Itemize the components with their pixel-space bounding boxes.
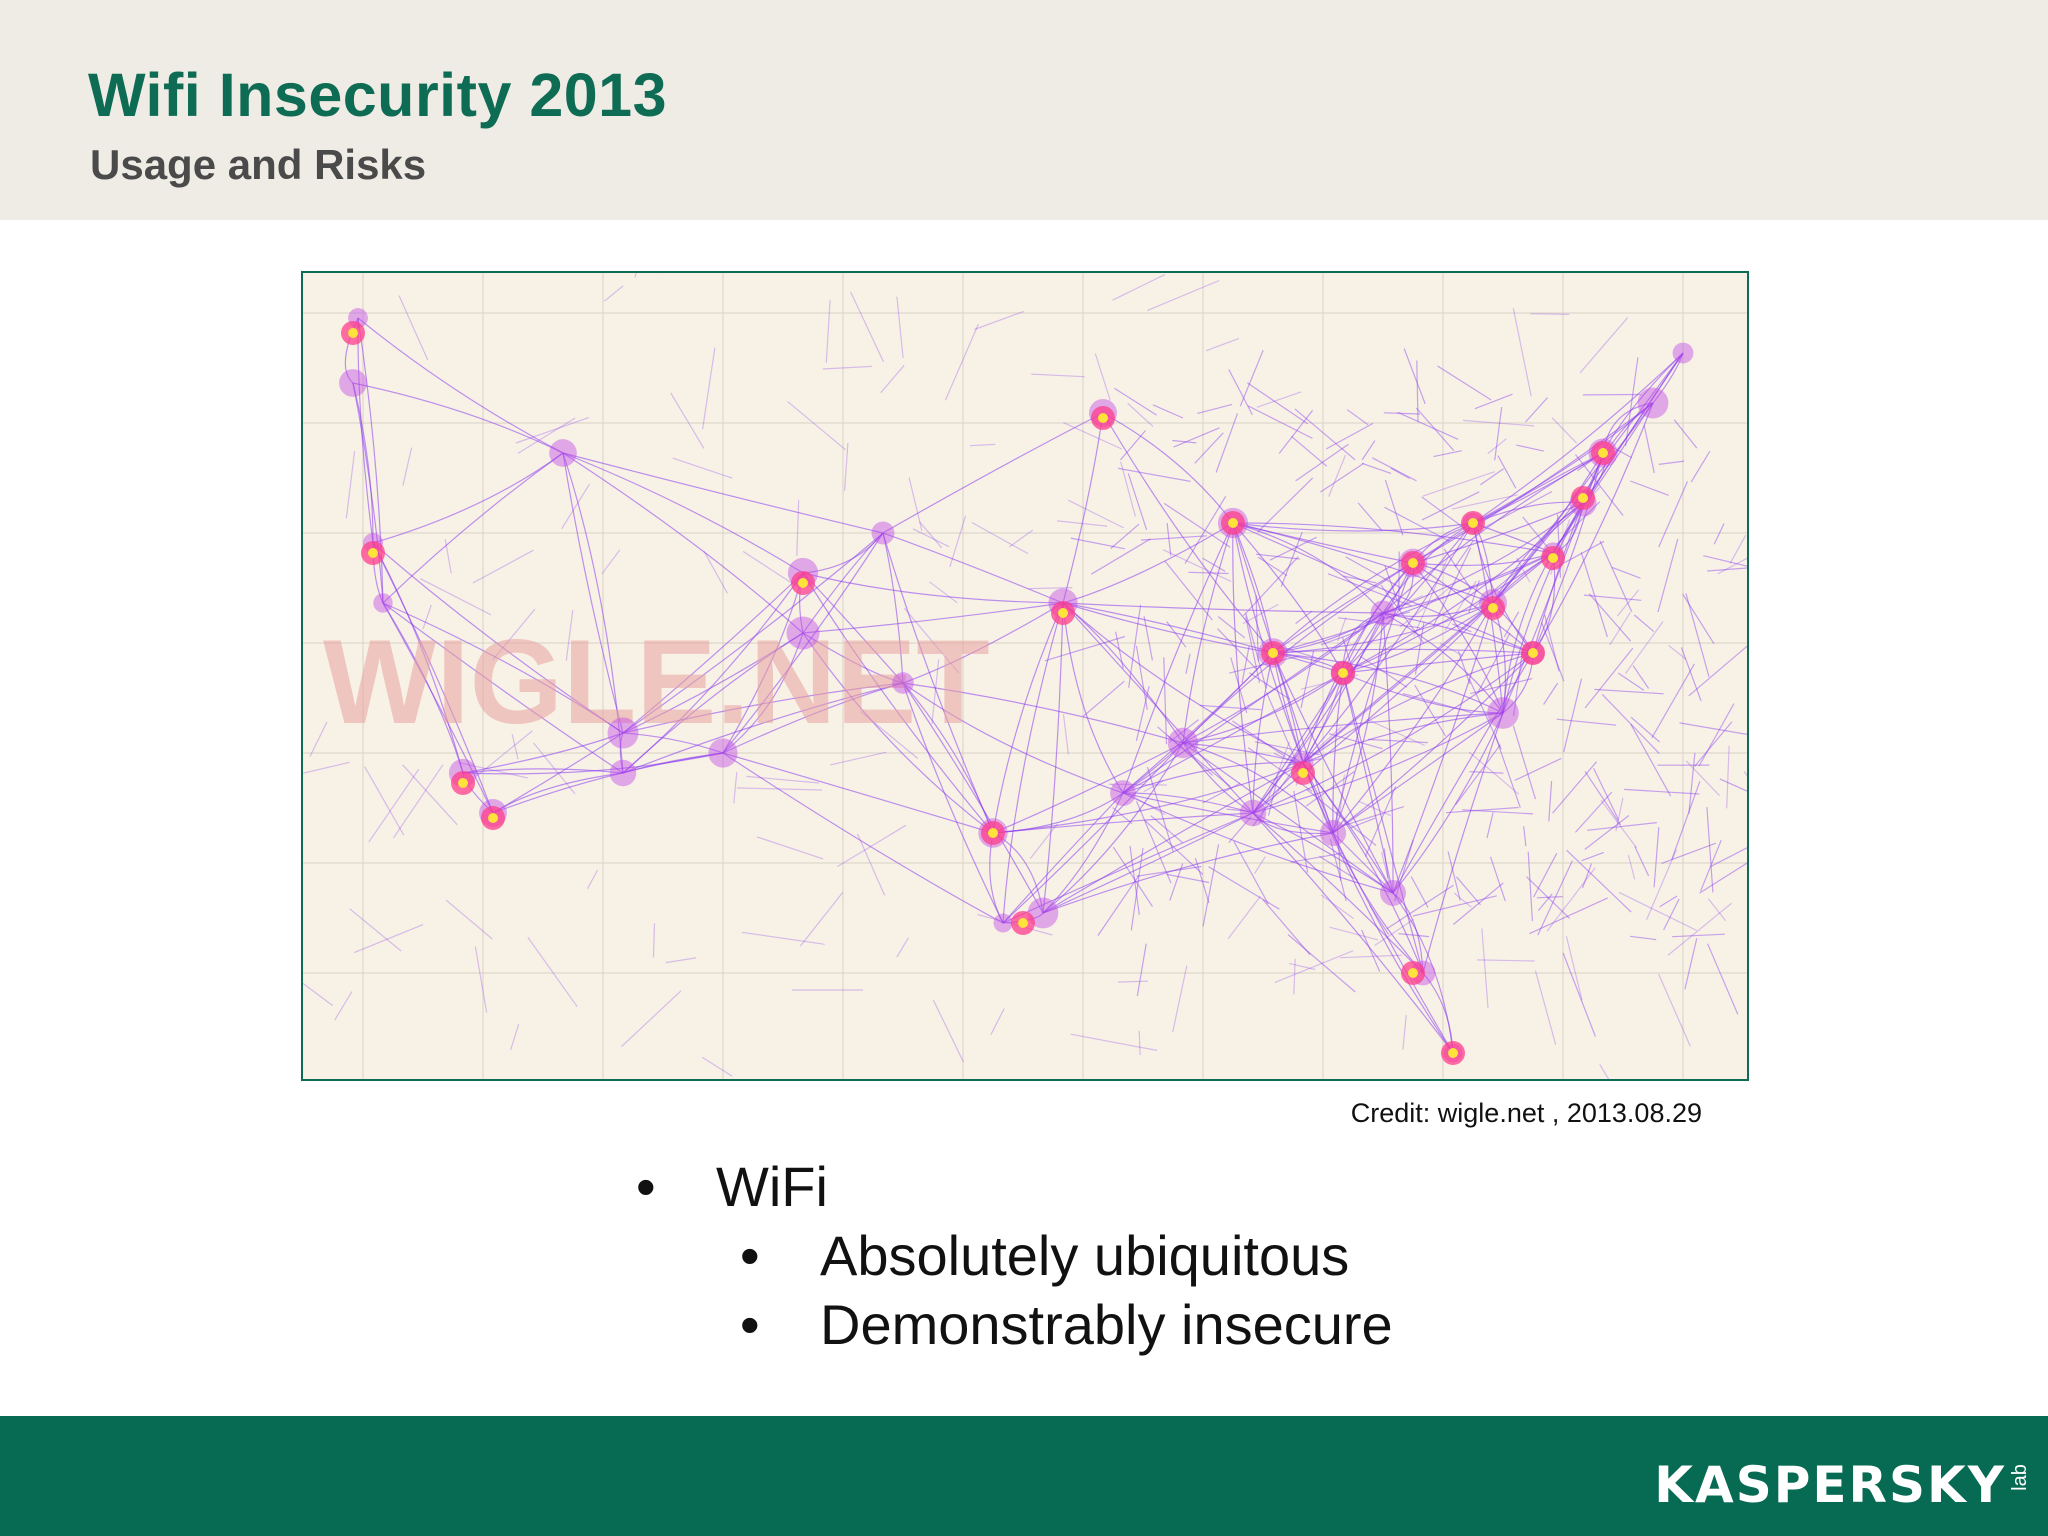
wifi-density-map: WIGLE.NET	[301, 271, 1749, 1081]
bullet-marker: •	[740, 1293, 760, 1356]
bullet-marker: •	[740, 1224, 760, 1287]
us-wifi-heatmap: WIGLE.NET	[303, 273, 1747, 1079]
slide-header: Wifi Insecurity 2013 Usage and Risks	[0, 0, 2048, 220]
bullet-text: WiFi	[716, 1155, 828, 1218]
slide-subtitle: Usage and Risks	[90, 141, 427, 188]
kaspersky-logo: KASPERSKY	[1654, 1456, 2006, 1514]
bullet-marker: •	[636, 1155, 656, 1218]
map-credit: Credit: wigle.net , 2013.08.29	[1350, 1098, 1702, 1128]
kaspersky-logo-lab: lab	[2009, 1464, 2032, 1491]
slide-footer: KASPERSKY lab	[0, 1416, 2048, 1536]
bullet-text: Demonstrably insecure	[820, 1293, 1393, 1356]
wigle-watermark: WIGLE.NET	[323, 615, 990, 749]
bullet-text: Absolutely ubiquitous	[820, 1224, 1350, 1287]
slide-title: Wifi Insecurity 2013	[88, 61, 668, 129]
